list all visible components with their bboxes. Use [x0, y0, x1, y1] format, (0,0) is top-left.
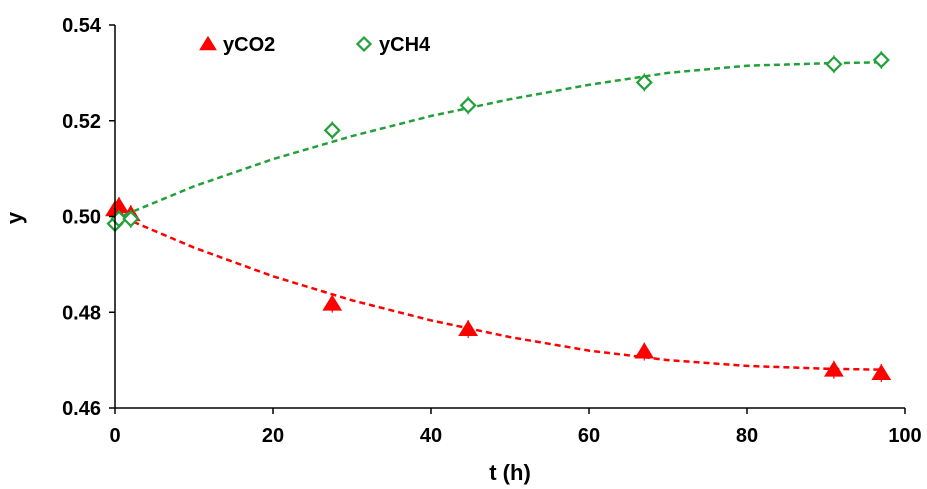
x-tick-label: 60 [578, 425, 600, 447]
x-tick-label: 100 [888, 425, 921, 447]
data-point-ych4 [323, 121, 341, 139]
axes: 0 20 40 60 80 100 0.46 0.48 0.50 0.52 0.54 [62, 15, 922, 447]
y-tick-label: 0.46 [62, 398, 101, 420]
x-tick-label: 80 [736, 425, 758, 447]
x-tick-label: 20 [262, 425, 284, 447]
data-point-yco2 [871, 363, 892, 381]
legend-marker-yco2 [199, 35, 217, 51]
data-point-ych4 [872, 51, 890, 69]
data-point-ych4 [825, 55, 843, 73]
y-tick-label: 0.50 [62, 207, 101, 229]
data-point-yco2 [634, 342, 655, 359]
x-tick-label: 40 [420, 425, 442, 447]
data-point-ych4 [635, 73, 653, 92]
data-point-yco2 [824, 360, 844, 377]
y-tick-label: 0.48 [62, 302, 101, 324]
legend-label-ych4: yCH4 [379, 34, 431, 56]
fit-curve-yco2 [114, 212, 882, 371]
plot-area [105, 50, 892, 383]
y-tick-label: 0.54 [62, 15, 102, 37]
data-point-ych4 [459, 96, 477, 114]
legend-marker-ych4 [355, 35, 373, 53]
y-tick-label: 0.52 [62, 111, 101, 133]
data-point-ych4 [122, 210, 140, 228]
legend: yCO2 yCH4 [199, 34, 431, 56]
y-axis-title: y [2, 211, 27, 224]
legend-label-yco2: yCO2 [223, 34, 275, 56]
x-tick-label: 0 [109, 425, 120, 447]
x-axis-title: t (h) [489, 460, 531, 485]
fit-curve-ych4 [114, 61, 882, 221]
data-point-yco2 [458, 319, 479, 336]
data-point-yco2 [322, 294, 343, 311]
